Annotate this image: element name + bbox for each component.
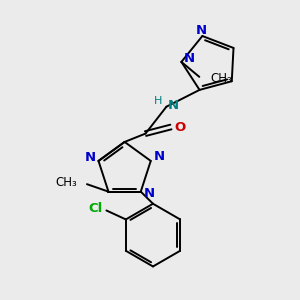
Text: N: N [144, 187, 155, 200]
Text: CH₃: CH₃ [211, 72, 232, 85]
Text: H: H [154, 96, 162, 106]
Text: N: N [154, 150, 165, 163]
Text: Cl: Cl [88, 202, 103, 215]
Text: N: N [184, 52, 195, 65]
Text: N: N [195, 24, 206, 37]
Text: O: O [175, 121, 186, 134]
Text: N: N [168, 99, 179, 112]
Text: N: N [85, 151, 96, 164]
Text: CH₃: CH₃ [56, 176, 77, 189]
